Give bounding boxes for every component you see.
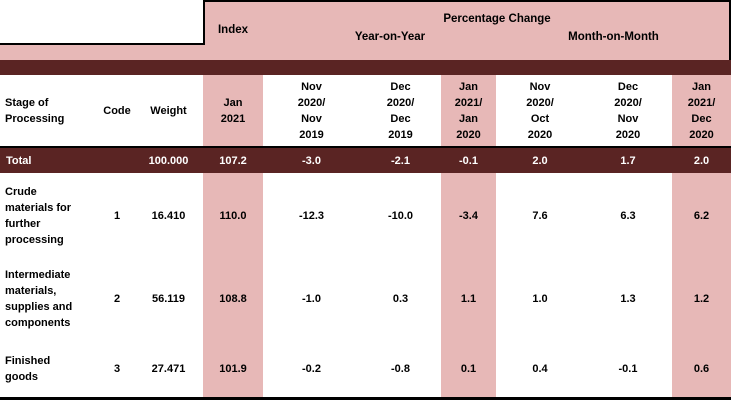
table-cell: 0.3: [392, 293, 409, 305]
col-header-code: Code: [103, 104, 131, 117]
row-label-finished-goods: Finished goods: [5, 354, 51, 383]
col-header-yoy-dec: Dec 2020/ Dec 2019: [386, 80, 415, 141]
table-row-finished-goods: Finished goods 3 27.471 101.9 -0.2 -0.8 …: [0, 340, 731, 397]
table-cell: 0.6: [672, 340, 731, 397]
table-cell: 7.6: [532, 209, 548, 222]
table-cell: 2: [113, 293, 121, 305]
table-cell: 1.1: [441, 258, 496, 340]
col-header-yoy-nov: Nov 2020/ Nov 2019: [297, 80, 326, 141]
table-cell: 0.1: [441, 340, 496, 397]
table-cell: 56.119: [151, 293, 186, 305]
table-cell: -3.4: [441, 173, 496, 258]
table-cell: 27.471: [151, 362, 186, 375]
table-cell: [100, 148, 134, 173]
month-on-month-group-header: Month-on-Month: [568, 31, 659, 43]
table-cell: -0.8: [391, 362, 410, 375]
table-cell: 2.0: [693, 154, 710, 167]
table-cell: 6.3: [620, 209, 636, 222]
row-label-intermediate-materials: Intermediate materials, supplies and com…: [5, 269, 73, 329]
table-cell: -12.3: [298, 209, 325, 222]
table-row-intermediate-materials: Intermediate materials, supplies and com…: [0, 258, 731, 340]
table-cell: -3.0: [302, 154, 321, 167]
index-group-header: Index: [217, 24, 249, 36]
header-left-border-line: [203, 0, 205, 45]
table-cell: 107.2: [219, 154, 247, 167]
table-cell: 100.000: [148, 154, 189, 167]
table-cell: 101.9: [203, 340, 263, 397]
separator-band: [0, 60, 731, 75]
table-cell: -2.1: [391, 154, 410, 167]
header-right-border-line: [729, 0, 731, 60]
row-label-crude-materials: Crude materials for further processing: [5, 185, 72, 246]
table-cell: 16.410: [151, 209, 186, 222]
table-cell: -0.1: [459, 154, 478, 167]
year-on-year-group-header: Year-on-Year: [354, 31, 426, 43]
table-cell: 6.2: [672, 173, 731, 258]
table-bottom-border-line: [0, 397, 731, 400]
table-cell: 1.7: [620, 154, 636, 167]
col-header-mom-jan: Jan 2021/ Dec 2020: [672, 75, 731, 146]
col-header-index-jan-2021: Jan 2021: [203, 75, 263, 146]
col-header-weight: Weight: [150, 104, 187, 117]
table-top-header: Index Percentage Change Year-on-Year Mon…: [0, 0, 731, 60]
table-cell: 2.0: [532, 154, 548, 167]
table-row-crude-materials: Crude materials for further processing 1…: [0, 173, 731, 258]
col-header-mom-nov: Nov 2020/ Oct 2020: [526, 80, 554, 141]
table-cell: 3: [113, 362, 121, 375]
col-header-mom-dec: Dec 2020/ Nov 2020: [614, 80, 642, 141]
table-cell: 110.0: [203, 173, 263, 258]
top-border-line: [203, 0, 731, 2]
col-header-stage-of-processing: Stage of Processing: [5, 96, 65, 125]
percentage-change-group-header: Percentage Change: [443, 13, 551, 25]
table-cell: 0.4: [532, 362, 548, 375]
table-row-total: Total 100.000 107.2 -3.0 -2.1 -0.1 2.0 1…: [0, 148, 731, 173]
table-cell: 1.2: [672, 258, 731, 340]
table-cell: 108.8: [203, 258, 263, 340]
row-label-total: Total: [6, 154, 32, 167]
table-cell: -0.2: [302, 362, 321, 375]
table-cell: -1.0: [302, 293, 321, 305]
table-cell: 1.3: [620, 293, 636, 305]
table-cell: -10.0: [387, 209, 414, 222]
column-header-row: Stage of Processing Code Weight Jan 2021…: [0, 75, 731, 148]
table-cell: 1: [113, 209, 121, 222]
col-header-yoy-jan: Jan 2021/ Jan 2020: [441, 75, 496, 146]
table-cell: 1.0: [532, 293, 548, 305]
top-left-empty-area: [0, 0, 203, 45]
table-cell: -0.1: [618, 362, 638, 375]
